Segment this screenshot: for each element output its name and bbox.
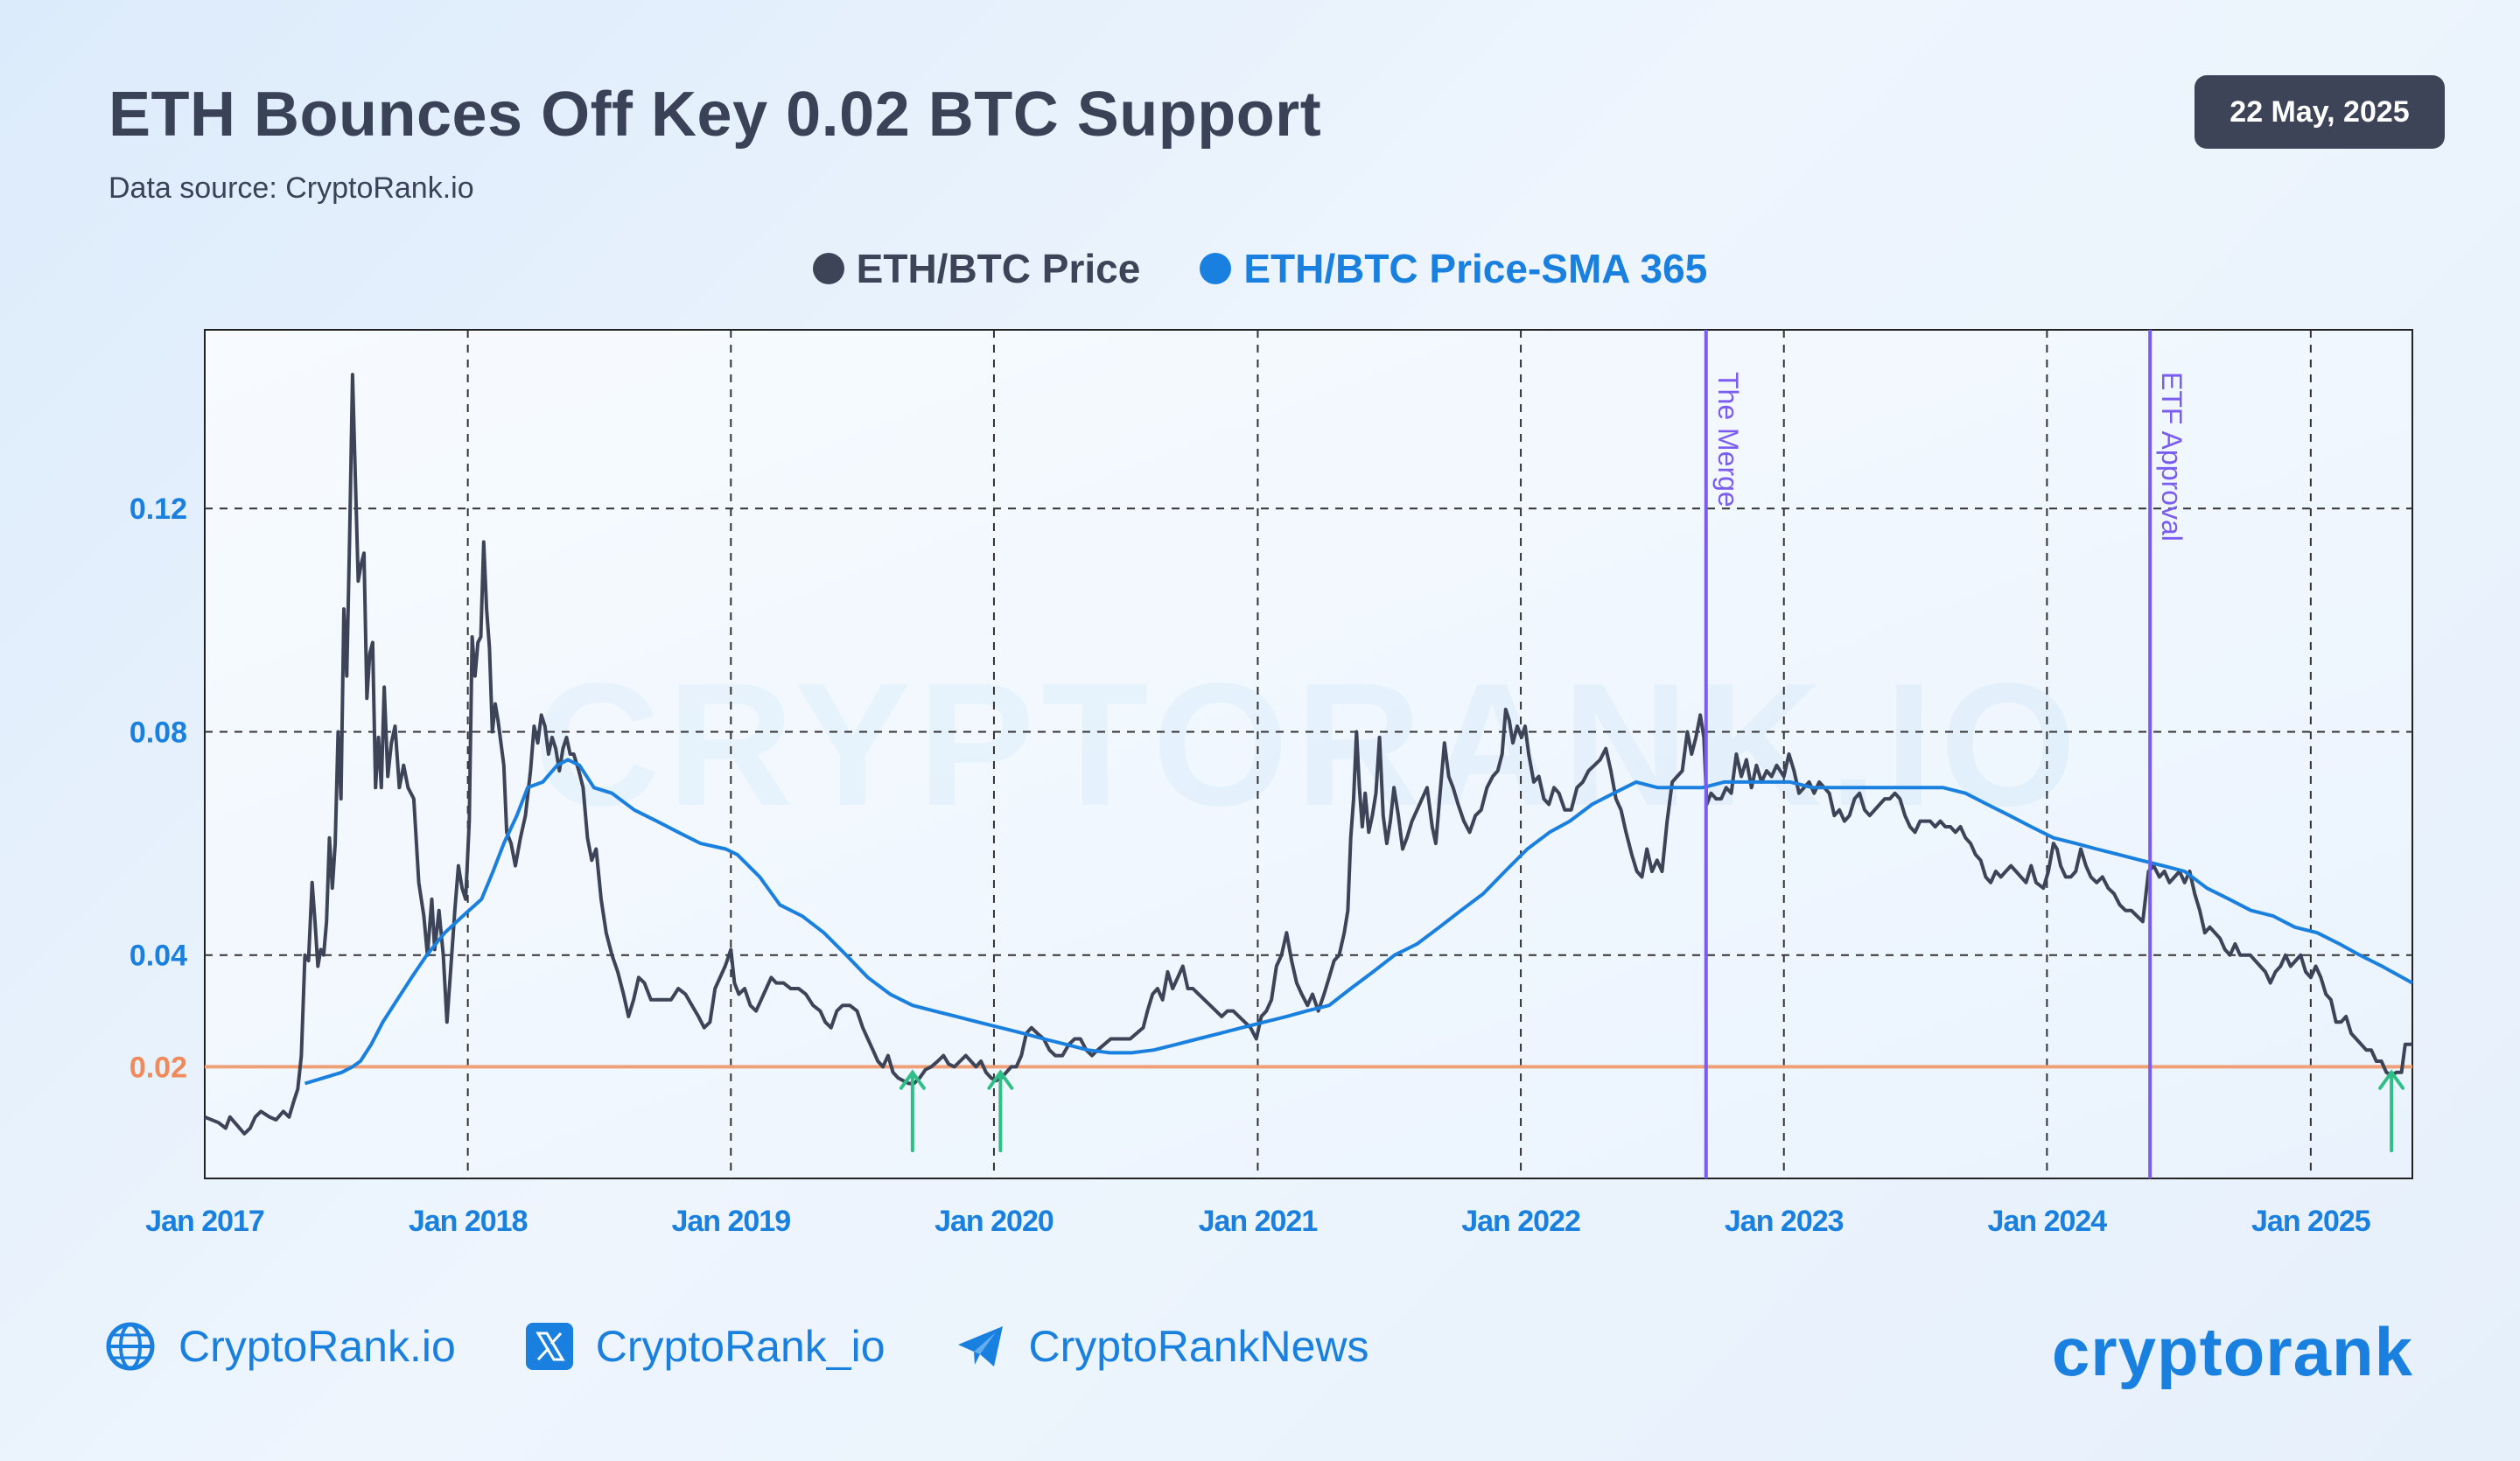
legend-dot-sma [1200, 253, 1232, 284]
y-tick-label: 0.08 [130, 716, 187, 749]
y-tick-label: 0.12 [130, 493, 187, 526]
y-tick-label: 0.02 [130, 1051, 187, 1084]
footer: CryptoRank.io CryptoRank_io CryptoRankNe… [105, 1321, 1369, 1372]
footer-x-link[interactable]: CryptoRank_io [525, 1321, 886, 1372]
watermark: CRYPTORANK.IO [534, 647, 2083, 842]
x-tick-label: Jan 2018 [409, 1205, 528, 1238]
x-tick-label: Jan 2019 [671, 1205, 790, 1238]
website-label: CryptoRank.io [178, 1322, 456, 1371]
x-tick-label: Jan 2020 [934, 1205, 1054, 1238]
legend-item-price[interactable]: ETH/BTC Price [812, 245, 1141, 292]
telegram-icon [957, 1326, 1003, 1367]
legend-label-sma: ETH/BTC Price-SMA 365 [1243, 246, 1708, 291]
x-logo-icon [525, 1323, 573, 1370]
brand-logo: cryptorank [2051, 1313, 2413, 1390]
y-tick-label: 0.04 [130, 940, 187, 973]
x-tick-label: Jan 2021 [1199, 1205, 1318, 1238]
event-label: ETF Approval [2156, 372, 2188, 542]
footer-telegram-link[interactable]: CryptoRankNews [956, 1321, 1369, 1372]
data-source: Data source: CryptoRank.io [108, 171, 474, 205]
x-tick-label: Jan 2022 [1461, 1205, 1580, 1238]
chart-legend: ETH/BTC Price ETH/BTC Price-SMA 365 [0, 245, 2520, 292]
x-handle-label: CryptoRank_io [595, 1322, 886, 1371]
x-tick-label: Jan 2024 [1988, 1205, 2108, 1238]
event-label: The Merge [1712, 372, 1744, 507]
legend-item-sma[interactable]: ETH/BTC Price-SMA 365 [1200, 245, 1707, 292]
sma-series-line [304, 758, 2413, 1086]
x-tick-label: Jan 2023 [1725, 1205, 1844, 1238]
bounce-arrow-icon [987, 1069, 1014, 1153]
bounce-arrow-icon [899, 1069, 926, 1153]
legend-label-price: ETH/BTC Price [856, 246, 1141, 291]
bounce-arrow-icon [2378, 1069, 2405, 1153]
globe-icon [106, 1322, 155, 1371]
date-badge: 22 May, 2025 [2194, 75, 2445, 149]
telegram-label: CryptoRankNews [1028, 1322, 1369, 1371]
price-series-line [204, 373, 2412, 1136]
x-tick-label: Jan 2017 [145, 1205, 264, 1238]
legend-dot-price [812, 253, 844, 284]
footer-website-link[interactable]: CryptoRank.io [105, 1321, 456, 1372]
page-title: ETH Bounces Off Key 0.02 BTC Support [108, 80, 1322, 150]
x-tick-label: Jan 2025 [2251, 1205, 2370, 1238]
